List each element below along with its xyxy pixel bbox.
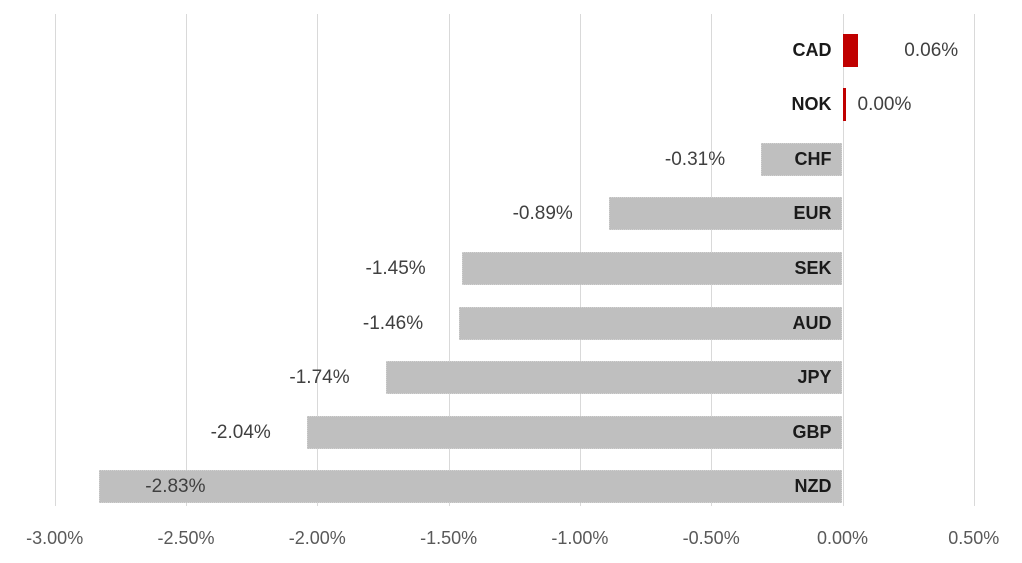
category-label-aud: AUD [792, 312, 832, 333]
category-label-cad: CAD [792, 39, 832, 60]
category-label-chf: CHF [794, 148, 832, 169]
gridline--2.00% [317, 14, 319, 506]
category-label-nok: NOK [791, 94, 832, 115]
category-label-jpy: JPY [797, 367, 832, 388]
x-tick-label: -1.00% [551, 528, 609, 548]
x-tick-label: -2.50% [157, 528, 215, 548]
x-tick-label: -0.50% [682, 528, 740, 548]
bar-eur [608, 197, 843, 231]
x-tick-label: -1.50% [420, 528, 478, 548]
gridline-0.50% [973, 14, 975, 506]
bar-jpy [385, 361, 843, 395]
bar-cad [842, 33, 859, 67]
gridline-0.00% [842, 14, 844, 506]
gridline--3.00% [54, 14, 56, 506]
value-label-sek: -1.45% [365, 257, 426, 279]
category-label-gbp: GBP [792, 421, 832, 442]
gridline--1.50% [448, 14, 450, 506]
bar-nok [842, 88, 846, 122]
value-label-gbp: -2.04% [210, 421, 271, 443]
value-label-cad: 0.06% [904, 39, 959, 61]
value-label-chf: -0.31% [664, 148, 726, 170]
bar-sek [461, 251, 843, 285]
bar-aud [459, 306, 843, 340]
bar-chf [761, 142, 843, 176]
bar-nzd [99, 470, 843, 504]
x-tick-label: 0.50% [948, 528, 1000, 548]
category-label-nzd: NZD [794, 476, 832, 497]
gridline--2.50% [186, 14, 187, 506]
value-label-nzd: -2.83% [145, 476, 206, 498]
value-label-eur: -0.89% [512, 203, 573, 225]
x-tick-label: 0.00% [816, 528, 869, 548]
category-label-sek: SEK [794, 257, 832, 278]
category-label-eur: EUR [793, 203, 832, 224]
value-label-jpy: -1.74% [289, 367, 350, 389]
value-label-aud: -1.46% [362, 312, 424, 334]
x-tick-label: -2.00% [288, 528, 346, 548]
x-tick-label: -3.00% [26, 528, 84, 548]
bar-gbp [306, 415, 843, 449]
value-label-nok: 0.00% [857, 94, 912, 116]
